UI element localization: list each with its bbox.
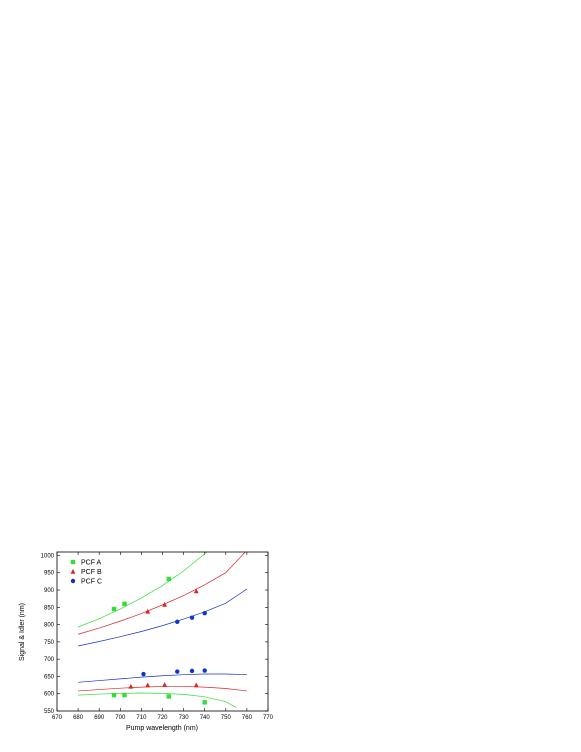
x-tick-label: 770 <box>263 715 274 721</box>
data-point <box>189 615 195 620</box>
x-tick-label: 750 <box>221 715 232 721</box>
x-axis-title: Pump wavelength (nm) <box>126 725 198 732</box>
data-point <box>202 610 207 616</box>
y-tick-label: 800 <box>44 623 55 629</box>
legend-marker <box>70 578 76 584</box>
data-point <box>141 671 146 677</box>
data-point <box>202 700 207 705</box>
y-tick-label: 700 <box>44 657 55 663</box>
fit-curve-fit-upper <box>77 552 208 628</box>
plot-frame <box>56 551 269 712</box>
y-tick-label: 1000 <box>41 553 55 559</box>
y-tick-label: 900 <box>44 588 55 594</box>
y-tick-label: 950 <box>44 571 55 577</box>
legend-label: PCF B <box>81 569 102 576</box>
data-point <box>166 576 172 582</box>
y-tick-label: 750 <box>44 640 55 646</box>
data-point <box>162 682 168 687</box>
data-points <box>111 576 207 705</box>
data-point <box>162 601 168 607</box>
data-point <box>122 601 127 607</box>
x-tick-label: 680 <box>73 715 84 721</box>
data-point <box>122 692 127 698</box>
legend-label: PCF A <box>81 559 102 566</box>
y-tick-labels: 550 600 650 700 750 800 850 900 950 1000 <box>41 553 55 715</box>
data-point <box>193 682 199 688</box>
legend-label: PCF C <box>81 578 102 585</box>
x-tick-label: 700 <box>115 715 126 721</box>
data-point <box>111 606 117 612</box>
data-point <box>175 669 180 674</box>
y-tick-label: 600 <box>44 692 55 698</box>
fit-curve-fit-lower <box>78 692 237 708</box>
x-tick-label: 710 <box>136 715 147 721</box>
data-point <box>193 588 199 594</box>
legend: PCF A PCF B PCF C <box>70 559 102 585</box>
fit-curve-fit-lower <box>78 686 247 692</box>
x-tick-label: 760 <box>242 715 253 721</box>
y-tick-label: 850 <box>44 605 55 611</box>
fit-curve-fit-upper <box>78 552 246 635</box>
data-point <box>202 668 207 673</box>
fit-curve-fit-lower <box>78 673 247 683</box>
data-point <box>166 694 172 699</box>
y-tick-label: 550 <box>44 709 55 715</box>
x-tick-label: 730 <box>179 715 190 721</box>
data-point <box>145 608 151 614</box>
data-point <box>189 668 195 674</box>
x-tick-labels: 670 680 690 700 710 720 730 740 750 760 770 <box>52 715 274 721</box>
x-tick-label: 670 <box>52 715 63 721</box>
fit-curve-fit-upper <box>78 588 248 647</box>
data-point <box>128 683 134 689</box>
y-axis-title: Signal & Idler (nm) <box>19 603 26 661</box>
x-tick-label: 690 <box>94 715 105 721</box>
y-tick-label: 650 <box>44 674 55 680</box>
data-point <box>145 682 151 688</box>
legend-marker <box>70 559 76 565</box>
legend-marker <box>70 568 76 574</box>
x-tick-label: 720 <box>157 715 168 721</box>
fit-curves <box>77 552 248 708</box>
data-point <box>175 619 180 625</box>
x-tick-label: 740 <box>200 715 211 721</box>
data-point <box>111 692 117 698</box>
